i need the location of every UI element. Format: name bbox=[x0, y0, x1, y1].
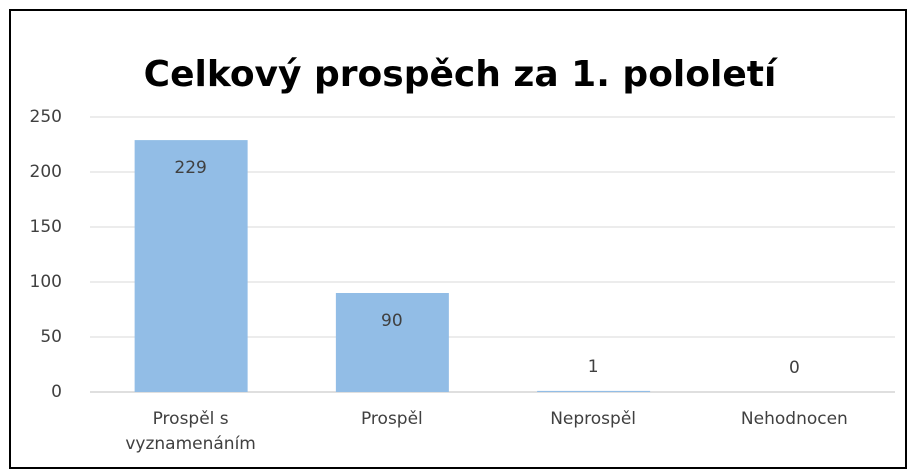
data-label: 90 bbox=[381, 311, 403, 331]
x-tick-label: Prospěl bbox=[360, 409, 423, 429]
y-tick-label: 0 bbox=[51, 382, 62, 402]
data-label: 229 bbox=[174, 158, 206, 178]
bar bbox=[335, 293, 449, 392]
y-tick-label: 150 bbox=[30, 217, 62, 237]
y-tick-label: 250 bbox=[30, 107, 62, 127]
data-label: 1 bbox=[588, 357, 599, 377]
data-label: 0 bbox=[789, 358, 800, 378]
y-tick-label: 100 bbox=[30, 272, 62, 292]
bar bbox=[134, 140, 248, 392]
bar bbox=[537, 390, 651, 392]
x-tick-label: Nehodnocen bbox=[740, 409, 848, 429]
chart-title: Celkový prospěch za 1. pololetí bbox=[144, 54, 778, 95]
y-tick-label: 50 bbox=[40, 327, 62, 347]
x-tick-label: Neprospěl bbox=[550, 409, 637, 429]
y-tick-label: 200 bbox=[30, 162, 62, 182]
x-tick-label: Prospěl s vyznamenáním bbox=[125, 409, 256, 454]
